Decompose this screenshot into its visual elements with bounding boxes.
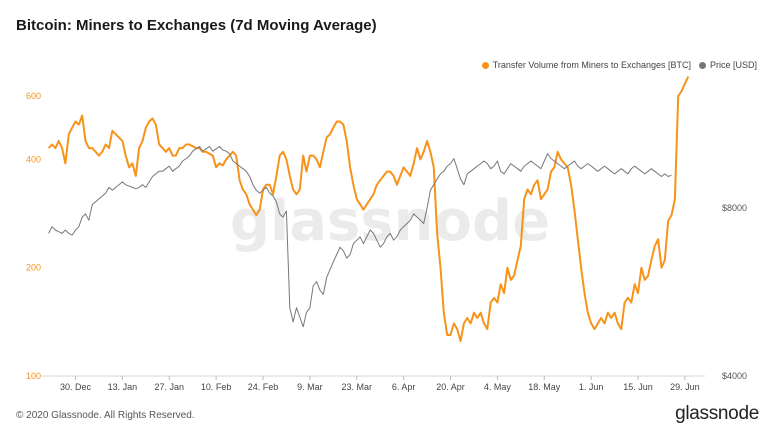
left-axis-tick-label: 400 <box>26 154 41 164</box>
x-tick-label: 9. Mar <box>297 382 323 392</box>
x-tick-label: 18. May <box>528 382 561 392</box>
legend-label-transfer-volume: Transfer Volume from Miners to Exchanges… <box>492 60 691 70</box>
x-tick-label: 23. Mar <box>341 382 372 392</box>
x-tick-label: 30. Dec <box>60 382 92 392</box>
x-tick-label: 13. Jan <box>108 382 138 392</box>
left-axis-tick-label: 200 <box>26 263 41 273</box>
x-tick-label: 10. Feb <box>201 382 232 392</box>
x-tick-label: 1. Jun <box>579 382 604 392</box>
x-tick-label: 24. Feb <box>248 382 279 392</box>
chart-title: Bitcoin: Miners to Exchanges (7d Moving … <box>16 17 377 34</box>
right-axis-tick-label: $8000 <box>722 203 747 213</box>
watermark-text: glassnode <box>230 189 550 254</box>
legend: Transfer Volume from Miners to Exchanges… <box>474 60 757 70</box>
right-axis-tick-label: $4000 <box>722 371 747 381</box>
series-line-transfer-volume <box>47 76 690 343</box>
legend-item-transfer-volume[interactable]: Transfer Volume from Miners to Exchanges… <box>481 60 691 70</box>
legend-item-price[interactable]: Price [USD] <box>698 60 757 70</box>
x-tick-label: 27. Jan <box>154 382 184 392</box>
series-line-price <box>48 146 672 328</box>
x-tick-label: 29. Jun <box>670 382 700 392</box>
legend-label-price: Price [USD] <box>709 60 757 70</box>
x-tick-label: 15. Jun <box>623 382 653 392</box>
legend-dot-transfer-volume <box>481 61 489 69</box>
brand-logo[interactable]: glassnode <box>675 403 759 424</box>
x-tick-label: 4. May <box>484 382 512 392</box>
copyright-text: © 2020 Glassnode. All Rights Reserved. <box>16 410 195 421</box>
x-tick-label: 20. Apr <box>436 382 465 392</box>
legend-dot-price <box>698 61 706 69</box>
x-tick-label: 6. Apr <box>392 382 416 392</box>
left-axis-tick-label: 600 <box>26 91 41 101</box>
left-axis-tick-label: 100 <box>26 371 41 381</box>
